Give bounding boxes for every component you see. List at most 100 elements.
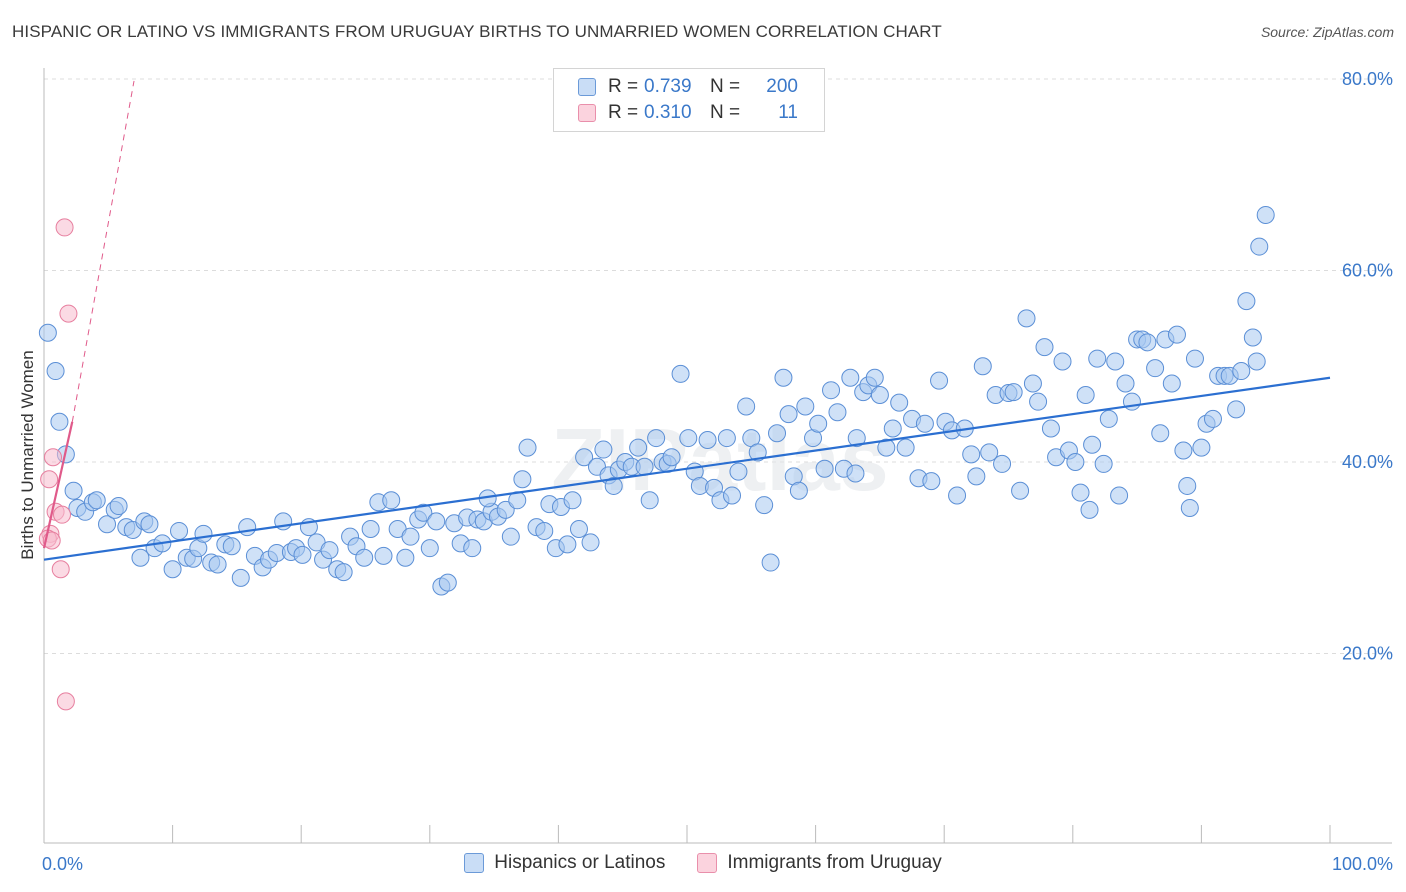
point-hispanic bbox=[581, 533, 600, 552]
y-tick-label: 40.0% bbox=[1342, 452, 1393, 472]
point-hispanic bbox=[334, 563, 353, 582]
point-hispanic bbox=[98, 515, 117, 534]
legend-r-label: R = bbox=[608, 102, 639, 123]
point-hispanic bbox=[1180, 498, 1199, 517]
legend-swatch-hispanic bbox=[578, 78, 596, 96]
point-hispanic bbox=[131, 548, 150, 567]
point-hispanic bbox=[1004, 383, 1023, 402]
chart-title: HISPANIC OR LATINO VS IMMIGRANTS FROM UR… bbox=[12, 22, 942, 41]
point-hispanic bbox=[1029, 392, 1048, 411]
point-hispanic bbox=[1106, 352, 1125, 371]
point-hispanic bbox=[64, 481, 83, 500]
legend-label-uruguay: Immigrants from Uruguay bbox=[727, 852, 942, 873]
y-tick-label: 60.0% bbox=[1342, 261, 1393, 281]
point-hispanic bbox=[558, 535, 577, 554]
y-tick-label: 80.0% bbox=[1342, 69, 1393, 89]
point-hispanic bbox=[563, 491, 582, 510]
point-hispanic bbox=[679, 429, 698, 448]
point-hispanic bbox=[382, 491, 401, 510]
legend-r-value: 0.739 bbox=[644, 76, 692, 97]
point-hispanic bbox=[1174, 441, 1193, 460]
point-hispanic bbox=[774, 368, 793, 387]
point-hispanic bbox=[671, 364, 690, 383]
point-hispanic bbox=[1192, 438, 1211, 457]
point-hispanic bbox=[594, 440, 613, 459]
point-hispanic bbox=[877, 438, 896, 457]
point-hispanic bbox=[1203, 409, 1222, 428]
point-hispanic bbox=[640, 491, 659, 510]
point-hispanic bbox=[922, 472, 941, 491]
point-hispanic bbox=[496, 500, 515, 519]
point-hispanic bbox=[374, 546, 393, 565]
point-hispanic bbox=[414, 503, 433, 522]
point-hispanic bbox=[1162, 374, 1181, 393]
point-hispanic bbox=[789, 481, 808, 500]
point-hispanic bbox=[361, 520, 380, 539]
point-hispanic bbox=[1088, 349, 1107, 368]
point-hispanic bbox=[1035, 338, 1054, 357]
point-hispanic bbox=[535, 521, 554, 540]
point-hispanic bbox=[890, 393, 909, 412]
point-uruguay bbox=[56, 692, 75, 711]
point-hispanic bbox=[1053, 352, 1072, 371]
x-tick-label: 0.0% bbox=[42, 854, 83, 874]
point-hispanic bbox=[401, 527, 420, 546]
point-hispanic bbox=[755, 496, 774, 515]
point-hispanic bbox=[1080, 500, 1099, 519]
point-hispanic bbox=[427, 512, 446, 531]
point-hispanic bbox=[293, 545, 312, 564]
point-hispanic bbox=[1151, 424, 1170, 443]
source-label: Source: ZipAtlas.com bbox=[1260, 24, 1394, 40]
x-tick-label: 100.0% bbox=[1332, 854, 1393, 874]
point-hispanic bbox=[163, 560, 182, 579]
point-hispanic bbox=[109, 497, 128, 516]
point-hispanic bbox=[870, 385, 889, 404]
point-hispanic bbox=[1232, 362, 1251, 381]
point-hispanic bbox=[647, 429, 666, 448]
stats-legend: R = 0.739 N = 200 R = 0.310 N = 11 bbox=[553, 68, 825, 132]
legend-r-value: 0.310 bbox=[644, 102, 692, 123]
point-hispanic bbox=[1110, 486, 1129, 505]
trendline-extension bbox=[71, 80, 135, 422]
point-hispanic bbox=[501, 527, 520, 546]
point-uruguay bbox=[55, 218, 74, 237]
legend-row-hispanic: R = 0.739 N = 200 bbox=[578, 75, 798, 99]
point-hispanic bbox=[1071, 483, 1090, 502]
legend-item-uruguay: Immigrants from Uruguay bbox=[697, 852, 942, 874]
point-hispanic bbox=[896, 438, 915, 457]
point-hispanic bbox=[1094, 454, 1113, 473]
legend-swatch-uruguay bbox=[697, 853, 718, 873]
point-hispanic bbox=[1076, 385, 1095, 404]
point-hispanic bbox=[1250, 237, 1269, 256]
point-hispanic bbox=[604, 476, 623, 495]
point-hispanic bbox=[980, 443, 999, 462]
point-hispanic bbox=[1017, 309, 1036, 328]
point-hispanic bbox=[993, 454, 1012, 473]
legend-item-hispanic: Hispanics or Latinos bbox=[464, 852, 665, 874]
point-hispanic bbox=[1237, 292, 1256, 311]
point-hispanic bbox=[883, 419, 902, 438]
point-hispanic bbox=[463, 539, 482, 558]
point-hispanic bbox=[38, 323, 57, 342]
point-hispanic bbox=[930, 371, 949, 390]
point-hispanic bbox=[629, 438, 648, 457]
point-hispanic bbox=[737, 397, 756, 416]
point-hispanic bbox=[846, 464, 865, 483]
point-hispanic bbox=[1011, 481, 1030, 500]
point-hispanic bbox=[635, 457, 654, 476]
point-hispanic bbox=[729, 462, 748, 481]
trendline-uruguay bbox=[42, 421, 74, 549]
point-hispanic bbox=[662, 448, 681, 467]
point-hispanic bbox=[841, 368, 860, 387]
legend-label-hispanic: Hispanics or Latinos bbox=[494, 852, 666, 873]
point-hispanic bbox=[1099, 409, 1118, 428]
point-hispanic bbox=[828, 403, 847, 422]
point-hispanic bbox=[1116, 374, 1135, 393]
legend-row-uruguay: R = 0.310 N = 11 bbox=[578, 101, 798, 125]
point-hispanic bbox=[1256, 205, 1275, 224]
point-hispanic bbox=[1023, 374, 1042, 393]
point-hispanic bbox=[46, 362, 65, 381]
point-hispanic bbox=[1083, 435, 1102, 454]
point-hispanic bbox=[87, 491, 106, 510]
